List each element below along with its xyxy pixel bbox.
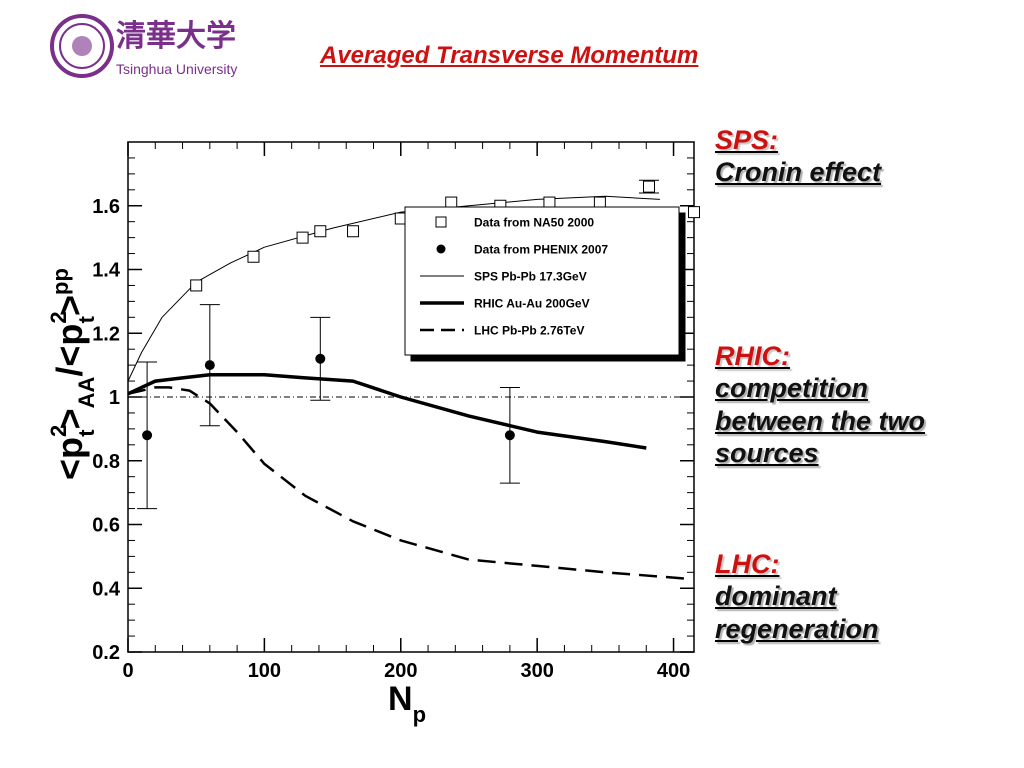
x-tick-label: 300 — [520, 660, 553, 682]
legend-dot-icon — [436, 244, 446, 254]
na50-data-point — [347, 225, 360, 238]
y-axis-label: <p2 t>AA/<p2 t>pp — [46, 268, 99, 480]
na50-data-point — [247, 250, 260, 263]
marker-layer — [137, 179, 700, 510]
y-tick-label: 0.6 — [92, 515, 120, 537]
lhc-note: LHC: dominant regeneration — [715, 548, 879, 645]
y-tick-label: 0.2 — [92, 642, 120, 664]
x-axis-label: Np — [388, 680, 426, 727]
legend-entry-label: LHC Pb-Pb 2.76TeV — [474, 324, 584, 338]
na50-data-point — [688, 206, 700, 219]
slide-title: Averaged Transverse Momentum — [320, 42, 699, 69]
na50-data-point — [642, 180, 655, 193]
legend-entry-label: Data from NA50 2000 — [474, 216, 594, 230]
x-tick-label: 100 — [248, 660, 281, 682]
seal-outer-ring-icon — [50, 14, 114, 78]
legend-square-icon — [435, 216, 447, 228]
rhic-note-line: between the two — [715, 405, 926, 436]
x-tick-label: 400 — [657, 660, 690, 682]
x-tick-label: 200 — [384, 660, 417, 682]
seal-inner-ring-icon — [59, 23, 105, 69]
rhic-note-line: competition — [715, 373, 868, 404]
na50-data-point — [314, 225, 327, 238]
rhic-note: RHIC: competition between the two source… — [715, 340, 925, 470]
na50-data-point — [543, 196, 556, 209]
sps-note-heading: SPS: — [715, 125, 779, 155]
phenix-data-point — [504, 430, 515, 441]
axis-labels: Np <p2 t>AA/<p2 t>pp — [46, 268, 426, 727]
phenix-data-point — [315, 353, 326, 364]
curve-thick — [127, 372, 647, 450]
slide-header: 清華大学 Tsinghua University Averaged Transv… — [0, 0, 1024, 100]
sps-note-line: Cronin effect — [715, 157, 882, 188]
lhc-note-line: regeneration — [715, 613, 879, 644]
tsinghua-logo: 清華大学 Tsinghua University — [50, 14, 237, 78]
x-tick-label: 0 — [122, 660, 133, 682]
na50-data-point — [296, 231, 309, 244]
seal-center-icon — [72, 36, 92, 56]
na50-data-point — [445, 196, 458, 209]
axis-ticks: 0.2 0.4 0.6 0.8 1 1.2 1.4 1.6 0 100 200 300 400 — [92, 141, 694, 682]
phenix-data-point — [142, 430, 153, 441]
rhic-note-line: sources — [715, 438, 819, 469]
logo-university-name: Tsinghua University — [116, 61, 237, 77]
legend-entry-label: Data from PHENIX 2007 — [474, 243, 608, 257]
curve-dashed — [127, 386, 688, 580]
logo-chinese-name: 清華大学 — [116, 19, 236, 54]
phenix-data-point — [204, 360, 215, 371]
y-tick-label: 1.4 — [92, 260, 121, 282]
legend-entry-label: RHIC Au-Au 200GeV — [474, 297, 590, 311]
y-tick-label: 0.8 — [92, 451, 120, 473]
lhc-note-line: dominant — [715, 581, 837, 612]
na50-data-point — [190, 279, 203, 292]
rhic-note-heading: RHIC: — [715, 341, 790, 371]
na50-data-point — [593, 196, 606, 209]
legend: Data from NA50 2000 Data from PHENIX 2007… — [404, 206, 680, 356]
y-tick-label: 0.4 — [92, 578, 121, 600]
sps-note: SPS: Cronin effect — [715, 124, 881, 189]
y-tick-label: 1.6 — [92, 196, 120, 218]
lhc-note-heading: LHC: — [715, 549, 780, 579]
y-tick-label: 1.2 — [92, 323, 120, 345]
svg-text:<p2t>AA/<p2t>pp: <p2 t>AA/<p2 t>pp — [46, 268, 99, 480]
y-tick-label: 1 — [109, 387, 120, 409]
legend-entry-label: SPS Pb-Pb 17.3GeV — [474, 270, 587, 284]
